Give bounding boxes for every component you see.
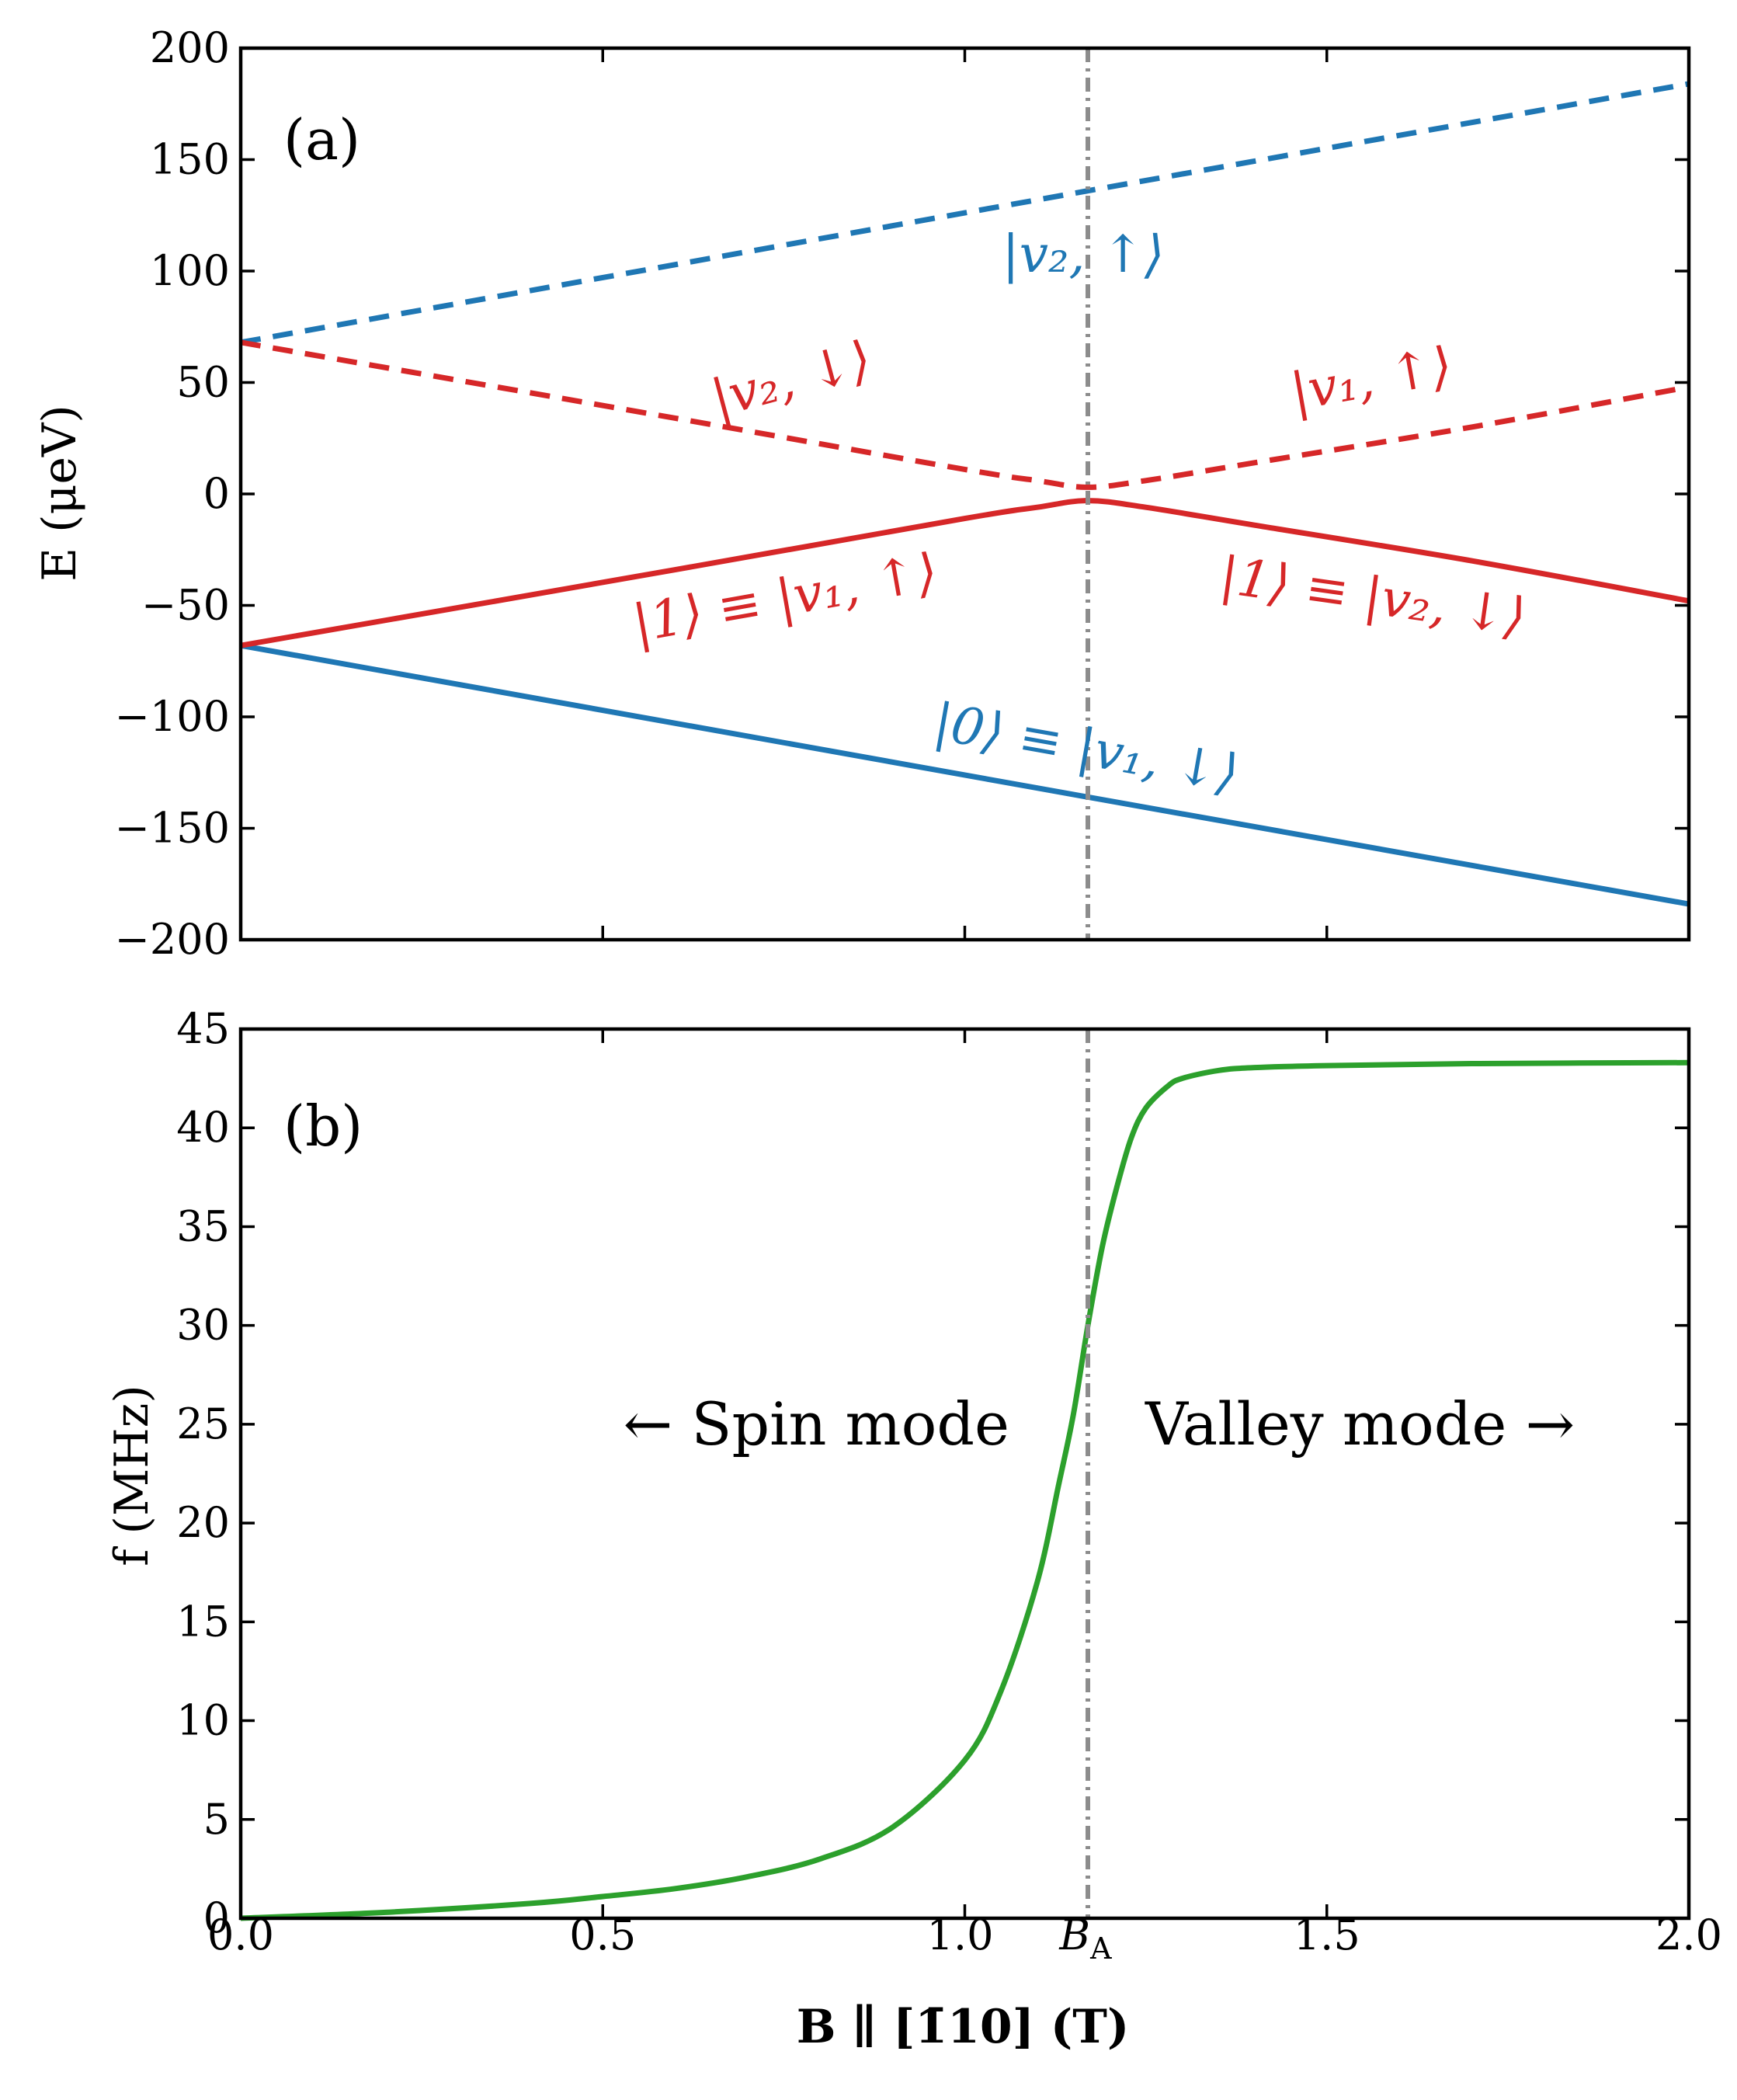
x-tick-label: 1.5 xyxy=(1294,1911,1360,1959)
y-tick-label: 20 xyxy=(176,1498,230,1547)
marker-label-sub: A xyxy=(1089,1931,1112,1966)
label-1-v1-up: |1⟩ ≡ |v₁, ↑⟩ xyxy=(628,542,942,655)
marker-label-main: B xyxy=(1058,1911,1090,1959)
y-tick-label: 0 xyxy=(203,1893,230,1942)
marker-label-BA: BA xyxy=(1058,1911,1112,1966)
y-tick-label: 30 xyxy=(176,1301,230,1350)
x-axis-title: B ∥ [1̄10] (T) xyxy=(797,2000,1130,2054)
panel-a-frame xyxy=(238,46,1691,942)
x-tick-labels: 0.0 0.5 1.0 1.5 2.0 xyxy=(207,1911,1722,1959)
y-tick-label: −150 xyxy=(115,804,230,853)
y-tick-label: −50 xyxy=(141,581,230,630)
y-tick-label: −100 xyxy=(115,692,230,741)
valley-mode-label: Valley mode → xyxy=(1145,1389,1575,1459)
y-tick-label: −200 xyxy=(115,915,230,964)
x-tick-label: 0.5 xyxy=(569,1911,636,1959)
panel-b-label: (b) xyxy=(283,1093,363,1159)
label-v1-up: |v₁, ↑⟩ xyxy=(1286,336,1456,422)
spin-mode-label: ← Spin mode xyxy=(624,1389,1009,1459)
y-tick-label: 25 xyxy=(176,1399,230,1448)
y-tick-label: 5 xyxy=(203,1795,230,1844)
panel-b-series xyxy=(240,1059,1690,1921)
x-tick-label: 1.0 xyxy=(927,1911,994,1959)
x-tick-label: 2.0 xyxy=(1655,1911,1722,1959)
label-v2-up: |v₂, ↑⟩ xyxy=(1002,224,1165,284)
y-tick-label: 45 xyxy=(176,1004,230,1053)
panel-b: 0 5 10 15 20 25 30 35 40 45 (b) f (MHz) ← Spin mo… xyxy=(105,1004,1691,1942)
panel-b-ticks: 0 5 10 15 20 25 30 35 40 45 xyxy=(176,1004,1690,1942)
panel-a-label: (a) xyxy=(283,107,360,172)
series-line-red-solid xyxy=(240,498,1690,648)
panel-b-frame xyxy=(238,1027,1691,1921)
panel-a-series xyxy=(240,81,1690,907)
y-tick-label: 10 xyxy=(176,1696,230,1745)
series-line-red-dashed xyxy=(240,339,1690,490)
y-tick-label: 200 xyxy=(150,23,230,72)
label-v2-down: |v₂, ↓⟩ xyxy=(705,329,877,429)
series-line-green-solid xyxy=(240,1059,1690,1921)
y-tick-label: 50 xyxy=(176,358,230,407)
series-line-blue-dashed xyxy=(240,81,1690,346)
y-tick-label: 35 xyxy=(176,1201,230,1250)
panel-a-y-axis-title: E (μeV) xyxy=(33,405,87,582)
y-tick-label: 150 xyxy=(150,135,230,184)
x-tick-label: 0.0 xyxy=(207,1911,274,1959)
series-line-blue-solid xyxy=(240,642,1690,907)
y-tick-label: 0 xyxy=(203,469,230,518)
panel-a-ticks: −200 −150 −100 −50 0 50 100 150 200 xyxy=(115,23,1690,964)
y-tick-label: 100 xyxy=(150,246,230,295)
panel-b-y-axis-title: f (MHz) xyxy=(105,1385,159,1566)
y-tick-label: 40 xyxy=(176,1103,230,1152)
y-tick-label: 15 xyxy=(176,1597,230,1646)
